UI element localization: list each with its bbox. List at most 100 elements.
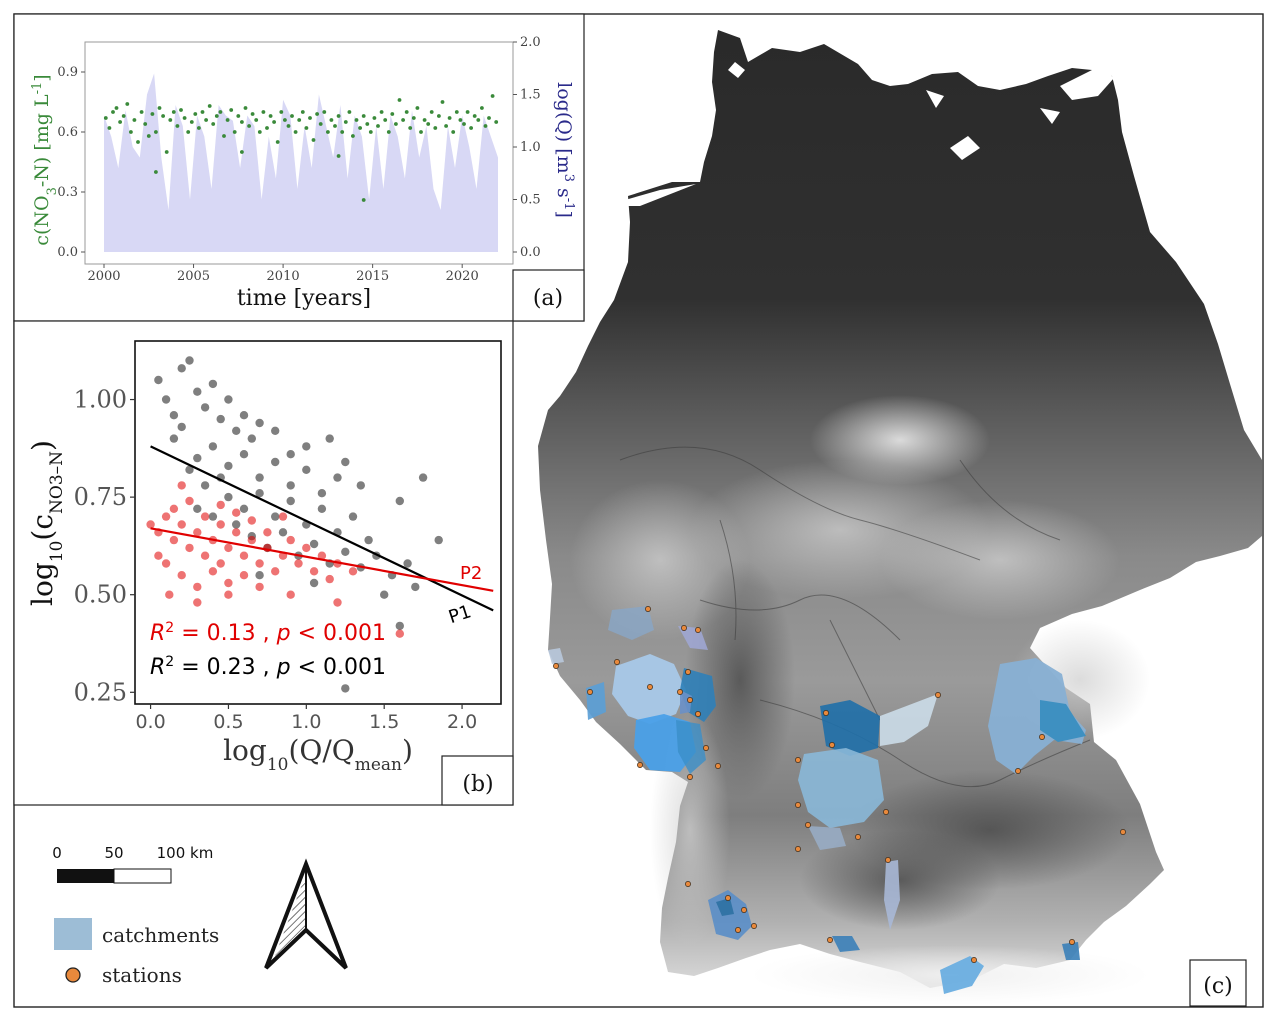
- nitrate-point: [146, 134, 151, 138]
- station-8: [677, 689, 683, 695]
- panel-a-ytick-right: 1.5: [520, 88, 541, 103]
- catchment: [808, 826, 846, 850]
- nitrate-point: [440, 100, 445, 104]
- scale-bar-white: [113, 868, 172, 884]
- station-11: [703, 745, 709, 751]
- nitrate-point: [336, 154, 341, 158]
- panel-a-xtick: 2005: [177, 269, 210, 284]
- station-swatch: [65, 967, 81, 983]
- point-p2: [169, 535, 179, 545]
- point-p1: [193, 453, 202, 463]
- nitrate-point: [365, 122, 370, 126]
- nitrate-point: [186, 130, 191, 134]
- catchment: [676, 720, 706, 774]
- point-p2: [224, 578, 233, 588]
- point-p1: [193, 387, 202, 396]
- point-p2: [185, 496, 194, 506]
- nitrate-point: [361, 198, 366, 202]
- nitrate-point: [218, 110, 223, 114]
- nitrate-point: [168, 118, 173, 122]
- nitrate-point: [368, 130, 373, 134]
- nitrate-point: [143, 122, 148, 126]
- station-27: [1120, 829, 1126, 835]
- point-p1: [185, 465, 194, 474]
- point-p2: [161, 559, 171, 568]
- panel-a-ytick-right: 0.0: [520, 245, 541, 260]
- nitrate-point: [351, 134, 355, 138]
- station-1: [681, 625, 687, 631]
- point-p1: [216, 414, 225, 424]
- nitrate-point: [265, 126, 269, 130]
- point-p1: [395, 496, 404, 506]
- nitrate-point: [283, 118, 287, 122]
- nitrate-point: [340, 130, 345, 134]
- point-p2: [239, 571, 249, 580]
- nitrate-point: [415, 106, 420, 110]
- point-p1: [154, 375, 163, 385]
- point-p1: [317, 504, 327, 513]
- point-p1: [255, 418, 264, 428]
- nitrate-point: [150, 112, 155, 116]
- nitrate-point: [397, 98, 402, 102]
- point-p1: [380, 590, 389, 599]
- nitrate-point: [103, 116, 108, 120]
- nitrate-point: [232, 130, 237, 134]
- panel-c-label: (c): [1203, 974, 1233, 999]
- nitrate-point: [222, 134, 226, 138]
- point-p1: [169, 434, 179, 443]
- point-p2: [255, 559, 264, 568]
- station-3: [614, 659, 620, 665]
- point-p2: [193, 582, 202, 592]
- panel-a-ytick-right: 2.0: [520, 35, 541, 50]
- nitrate-point: [275, 140, 280, 144]
- fit-line-p2: [150, 527, 494, 592]
- point-p1: [341, 684, 350, 693]
- point-p2: [333, 598, 342, 607]
- nitrate-point: [297, 118, 302, 122]
- point-p2: [348, 567, 358, 576]
- nitrate-point: [161, 114, 166, 118]
- point-p1: [224, 492, 233, 502]
- nitrate-point: [240, 150, 244, 154]
- nitrate-point: [129, 130, 133, 134]
- point-p1: [271, 426, 280, 435]
- point-p2: [193, 528, 202, 537]
- point-p1: [224, 395, 233, 404]
- concentration-discharge-points: [146, 356, 443, 693]
- point-p1: [348, 512, 358, 521]
- nitrate-point: [279, 110, 284, 114]
- point-p2: [200, 512, 210, 521]
- nitrate-point: [257, 130, 262, 134]
- catchment: [1040, 700, 1086, 742]
- point-p1: [302, 442, 311, 451]
- station-12: [715, 763, 721, 769]
- point-p2: [263, 528, 272, 537]
- panel-b-label-box: [441, 755, 514, 806]
- point-p2: [177, 571, 186, 580]
- point-p2: [224, 590, 233, 599]
- nitrate-point: [272, 120, 276, 124]
- station-6: [647, 684, 653, 690]
- point-p1: [286, 496, 295, 506]
- point-p1: [271, 457, 280, 467]
- point-p1: [177, 422, 186, 432]
- station-21: [795, 802, 801, 808]
- point-p1: [278, 528, 288, 537]
- nitrate-point: [419, 130, 423, 134]
- point-p2: [216, 520, 225, 529]
- regression-lines: [150, 445, 494, 612]
- nitrate-point: [472, 114, 477, 118]
- nitrate-point: [139, 110, 144, 114]
- point-p2: [286, 535, 295, 545]
- scale-bar-black: [57, 869, 114, 883]
- panel-a-timeseries: 2000 2005 2010 2015 2020 0.0 0.3 0.6 0.9 0.0 0.5 1.…: [13, 13, 585, 322]
- point-p1: [208, 379, 218, 389]
- panel-b-xtick: 1.0: [291, 711, 321, 733]
- nitrate-point: [193, 112, 198, 116]
- panel-a-ytick-left: 0.9: [57, 65, 78, 80]
- catchments-layer: [548, 606, 1086, 994]
- point-p1: [341, 547, 350, 556]
- nitrate-point: [308, 116, 312, 120]
- station-22: [805, 822, 811, 828]
